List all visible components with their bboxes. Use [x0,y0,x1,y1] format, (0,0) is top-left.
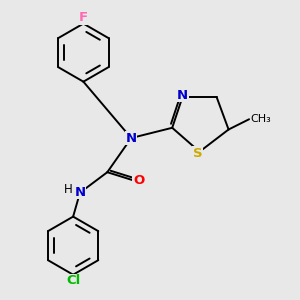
Text: F: F [79,11,88,24]
Text: N: N [177,89,188,102]
Text: O: O [133,174,144,187]
Text: H: H [64,184,72,196]
Text: N: N [126,131,137,145]
Text: Cl: Cl [66,274,80,287]
Text: CH₃: CH₃ [251,114,272,124]
Text: S: S [193,147,202,160]
Text: N: N [74,185,86,199]
